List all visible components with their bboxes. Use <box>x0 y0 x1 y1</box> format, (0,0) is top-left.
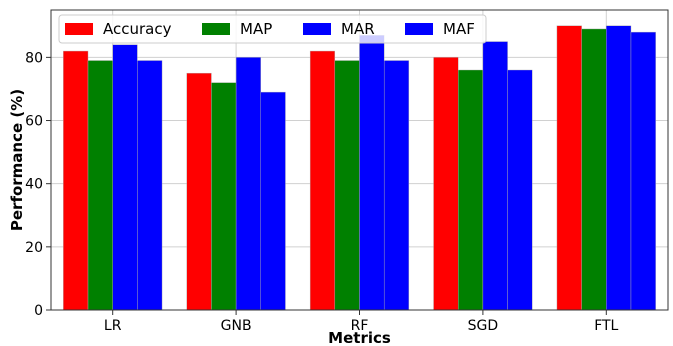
bar-maf-ftl <box>630 31 656 311</box>
bar-accuracy-gnb <box>186 72 212 311</box>
bar-mar-rf <box>359 35 385 311</box>
y-tick-label: 80 <box>25 50 43 66</box>
bar-maf-gnb <box>260 91 286 311</box>
legend-swatch-mar <box>303 23 331 35</box>
legend-swatch-map <box>202 23 230 35</box>
bar-maf-sgd <box>507 69 533 311</box>
legend-swatch-accuracy <box>65 23 93 35</box>
bar-map-gnb <box>211 82 237 311</box>
bar-mar-lr <box>112 44 138 311</box>
legend-label-map: MAP <box>240 20 272 38</box>
bar-accuracy-rf <box>309 50 336 311</box>
bar-accuracy-lr <box>63 50 89 311</box>
legend-swatch-maf <box>405 23 433 35</box>
y-tick-label: 40 <box>25 177 43 193</box>
x-tick-label: SGD <box>468 318 499 334</box>
legend-frame <box>58 14 487 44</box>
x-tick-label: LR <box>104 318 122 334</box>
x-tick-label: RF <box>351 318 369 334</box>
bar-mar-ftl <box>606 25 632 311</box>
bar-map-lr <box>87 60 113 311</box>
x-tick-label: GNB <box>221 318 252 334</box>
bar-accuracy-sgd <box>433 57 459 311</box>
y-tick-label: 20 <box>25 240 43 256</box>
bar-maf-rf <box>383 60 410 311</box>
y-axis-title: Performance (%) <box>8 89 26 231</box>
y-tick-label: 0 <box>34 303 43 319</box>
bar-maf-lr <box>137 60 163 311</box>
y-axis-ticks: 0 20 40 60 80 <box>25 50 51 319</box>
bar-map-sgd <box>458 69 484 311</box>
legend-label-mar: MAR <box>341 20 375 38</box>
y-tick-label: 60 <box>25 114 43 130</box>
bar-map-ftl <box>581 28 607 311</box>
x-tick-label: FTL <box>594 318 618 334</box>
legend-label-maf: MAF <box>443 20 475 38</box>
bar-accuracy-ftl <box>556 25 582 311</box>
bar-mar-gnb <box>235 57 261 311</box>
legend: Accuracy MAP MAR MAF <box>58 14 487 44</box>
x-axis-title: Metrics <box>328 329 391 346</box>
bar-mar-sgd <box>482 41 508 311</box>
bars-group <box>63 25 656 311</box>
x-axis-ticks: LR GNB RF SGD FTL <box>104 310 619 334</box>
legend-label-accuracy: Accuracy <box>103 20 172 38</box>
bar-map-rf <box>334 60 360 311</box>
